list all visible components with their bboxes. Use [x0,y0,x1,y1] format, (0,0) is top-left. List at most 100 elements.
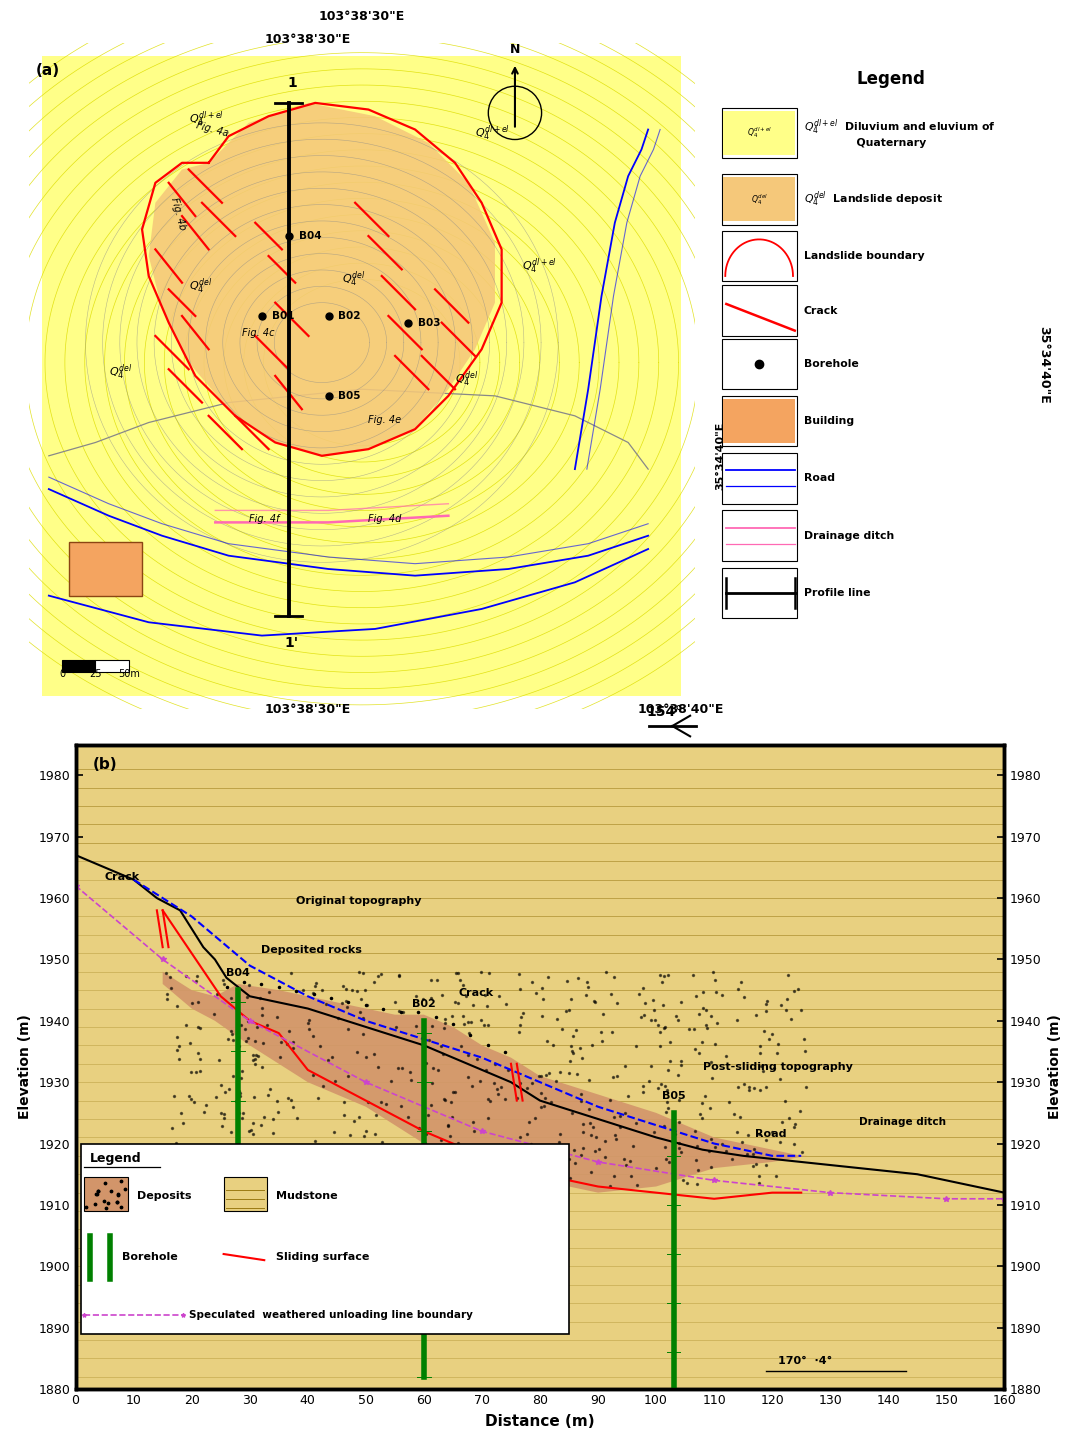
Point [231,1084,248,1107]
Point [786,1113,804,1136]
Point [213,1114,230,1137]
Point [226,1143,243,1166]
Point [244,1044,261,1067]
Text: 25: 25 [90,669,102,679]
Point [307,1130,324,1153]
Point [443,1091,460,1114]
Point [221,987,239,1010]
Point [563,1101,580,1124]
Point [629,1173,646,1196]
Point [735,1073,753,1095]
Point [713,984,730,1007]
Point [691,1103,708,1126]
Point [254,1055,271,1078]
Point [382,1070,400,1093]
Text: (b): (b) [93,758,118,772]
Point [282,1167,299,1190]
Point [778,998,795,1021]
Point [472,1008,489,1031]
Point [216,1081,233,1104]
Point [512,978,529,1001]
Point [550,1131,567,1154]
Point [729,1075,746,1098]
Point [772,994,789,1017]
Point [348,1164,365,1187]
Point [593,1021,610,1044]
Point [110,1183,127,1206]
Point [430,1058,447,1081]
Point [237,1018,254,1041]
Point [472,1166,489,1189]
Point [657,1100,674,1123]
Point [774,1111,792,1134]
Point [575,1121,592,1144]
Point [785,979,802,1002]
Point [646,1121,663,1144]
Point [161,965,178,988]
FancyBboxPatch shape [721,107,797,158]
Point [489,1083,507,1106]
Point [745,1137,762,1160]
Point [458,985,475,1008]
Point [261,1164,279,1187]
Point [180,1153,198,1176]
Point [532,1081,550,1104]
Point [253,1004,270,1027]
Point [422,1094,440,1117]
Point [651,1035,669,1058]
Point [97,1196,114,1219]
Point [346,1110,363,1133]
Point [647,1157,664,1180]
Point [755,1020,772,1042]
Point [661,1150,678,1173]
Point [602,1088,619,1111]
Point [268,1005,285,1028]
FancyBboxPatch shape [721,285,797,337]
Point [269,1090,286,1113]
Point [181,1031,199,1054]
Text: Building: Building [804,417,854,427]
Point [159,988,176,1011]
Y-axis label: Elevation (m): Elevation (m) [18,1014,32,1120]
Text: 103°38'30"E: 103°38'30"E [265,703,351,716]
Point [390,1000,407,1022]
Point [561,998,578,1021]
Point [356,978,374,1001]
Bar [69,543,143,596]
Point [407,1014,424,1037]
Point [389,1057,406,1080]
Point [513,1146,530,1169]
Point [369,1055,387,1078]
Point [605,1164,622,1187]
Text: B02: B02 [338,311,361,321]
Point [284,1030,301,1053]
Point [732,971,750,994]
Point [279,1032,296,1055]
Point [472,961,489,984]
Text: Fig. 4d: Fig. 4d [368,514,402,524]
Point [659,1058,676,1081]
Point [464,994,482,1017]
Point [607,1127,624,1150]
Point [404,1154,421,1177]
Point [568,1063,585,1085]
Point [244,1123,261,1146]
Point [278,1146,295,1169]
Point [410,1137,428,1160]
Point [752,1034,769,1057]
Point [796,1040,813,1063]
Point [220,1077,238,1100]
Point [232,1014,249,1037]
Point [499,1166,516,1189]
Point [326,1121,343,1144]
Point [476,984,494,1007]
Point [266,1160,283,1183]
Point [575,1137,592,1160]
Point [365,971,382,994]
Point [728,1120,745,1143]
Point [396,1143,414,1166]
Text: Deposits: Deposits [136,1191,191,1200]
Point [280,1087,297,1110]
Point [702,1156,719,1179]
Point [789,977,807,1000]
